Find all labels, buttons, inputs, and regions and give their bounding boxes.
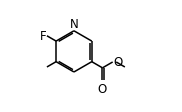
Text: F: F	[40, 30, 46, 43]
Text: N: N	[70, 18, 78, 31]
Text: O: O	[98, 82, 107, 95]
Text: O: O	[113, 56, 122, 68]
